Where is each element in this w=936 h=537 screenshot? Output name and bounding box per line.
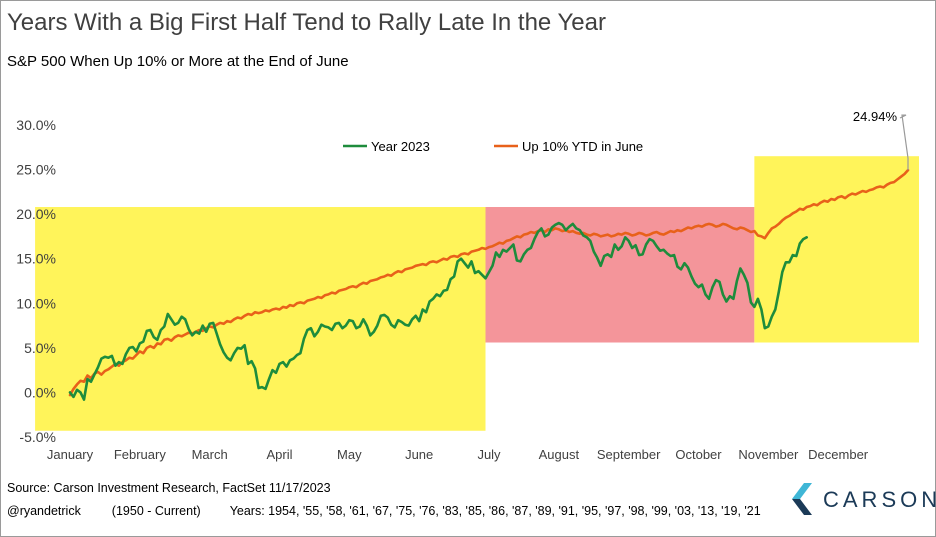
x-tick-label: September (597, 447, 661, 462)
series-lines (68, 168, 910, 401)
x-tick-label: November (738, 447, 799, 462)
x-tick-label: October (675, 447, 722, 462)
x-tick-label: July (477, 447, 501, 462)
x-tick-label: April (266, 447, 292, 462)
legend-label: Up 10% YTD in June (522, 139, 643, 154)
x-axis-tick-labels: January February March April May June July Augu… (47, 447, 869, 462)
series-line-year-2023 (68, 221, 808, 401)
y-tick-label: 0.0% (24, 384, 56, 400)
carson-chevron-icon (792, 483, 812, 515)
x-tick-label: June (405, 447, 433, 462)
logo-text: CARSON (823, 487, 936, 512)
chart-subtitle: S&P 500 When Up 10% or More at the End o… (7, 53, 349, 70)
x-tick-label: January (47, 447, 94, 462)
y-axis-tick-labels: 30.0% 25.0% 20.0% 15.0% 10.0% 5.0% 0.0% -5.0% (16, 117, 56, 445)
y-tick-label: 20.0% (16, 206, 56, 222)
y-tick-label: 10.0% (16, 295, 56, 311)
legend-label: Year 2023 (371, 139, 430, 154)
author-handle: @ryandetrick (7, 504, 81, 518)
y-tick-label: 15.0% (16, 251, 56, 267)
footer-details: @ryandetrick (1950 - Current) Years: 195… (7, 504, 761, 518)
annotation-leader-line (899, 114, 909, 171)
y-tick-label: 5.0% (24, 340, 56, 356)
x-tick-label: February (114, 447, 167, 462)
x-tick-label: December (808, 447, 869, 462)
x-tick-label: March (192, 447, 228, 462)
annotation: 24.94% (853, 109, 909, 171)
x-tick-label: May (337, 447, 362, 462)
x-tick-label: August (539, 447, 580, 462)
highlight-region-yellow (35, 207, 486, 431)
y-tick-label: 30.0% (16, 117, 56, 133)
highlight-region-yellow (754, 156, 919, 343)
highlight-regions (35, 156, 919, 431)
date-range: (1950 - Current) (111, 504, 201, 518)
y-tick-label: -5.0% (19, 429, 56, 445)
annotation-label: 24.94% (853, 109, 898, 124)
highlight-region-red (485, 207, 755, 343)
chart-legend: Year 2023 Up 10% YTD in June (343, 139, 643, 154)
y-tick-label: 25.0% (16, 162, 56, 178)
line-chart: 30.0% 25.0% 20.0% 15.0% 10.0% 5.0% 0.0% -5.0% J… (16, 109, 919, 462)
carson-logo: CARSON (790, 481, 936, 517)
years-list: Years: 1954, '55, '58, '61, '67, '75, '7… (229, 504, 761, 518)
source-note: Source: Carson Investment Research, Fact… (7, 481, 331, 495)
chart-title: Years With a Big First Half Tend to Rall… (7, 9, 606, 36)
